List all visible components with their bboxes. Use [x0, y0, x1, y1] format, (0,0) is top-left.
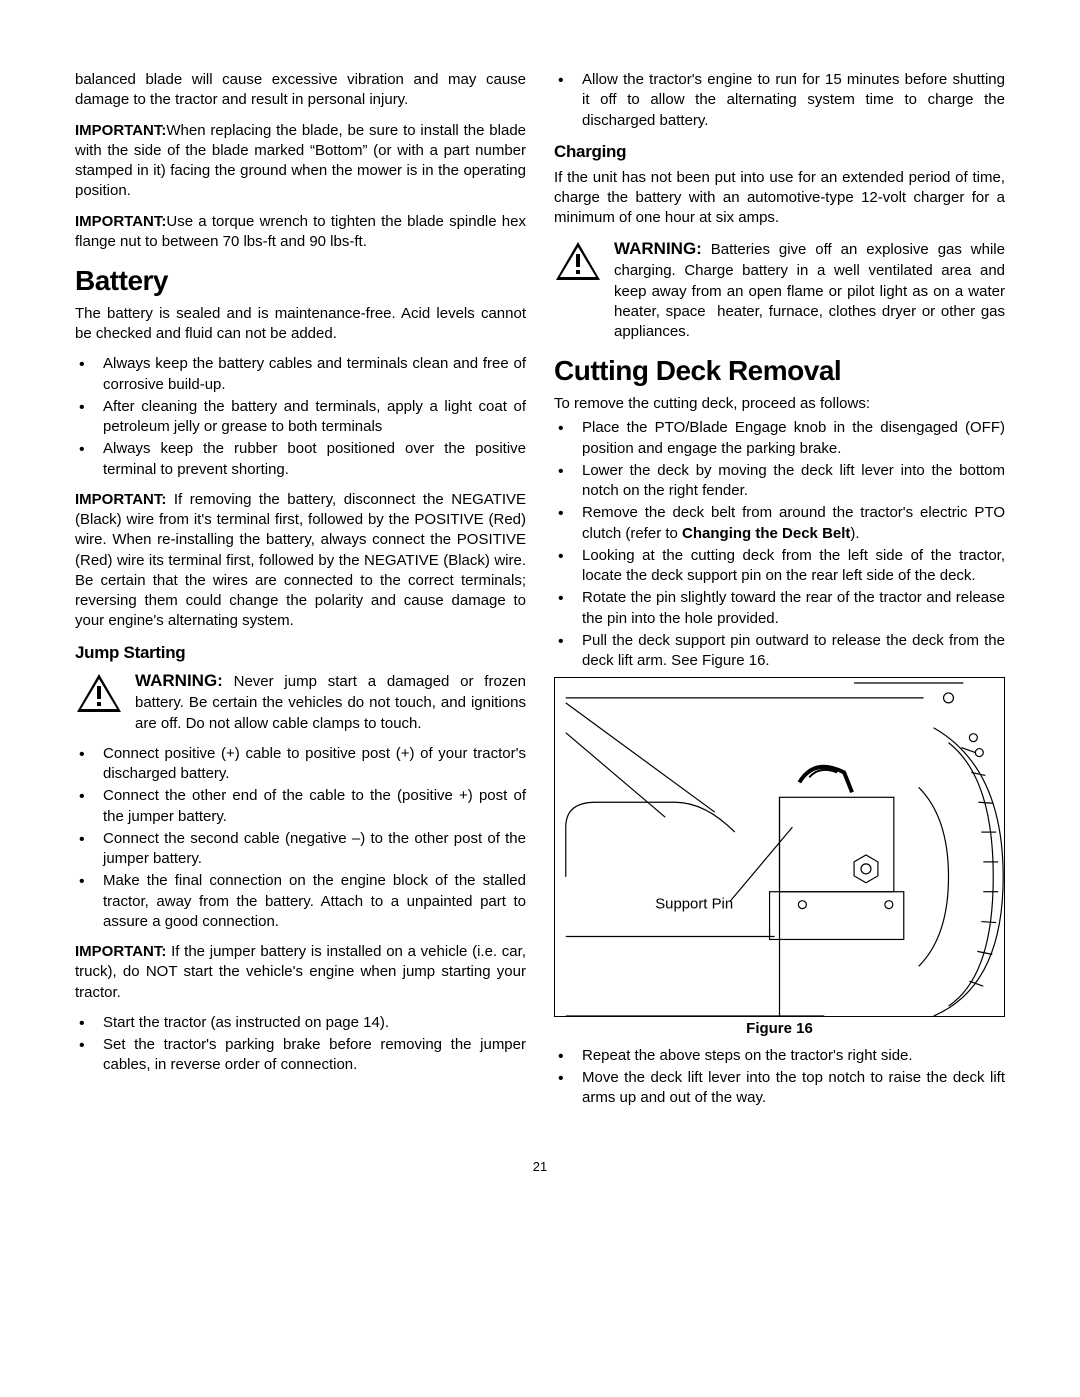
list-item: Start the tractor (as instructed on page…	[103, 1013, 526, 1033]
list-item: Remove the deck belt from around the tra…	[582, 503, 1005, 544]
figure-16-illustration: Support Pin	[555, 678, 1004, 1016]
figure-caption: Figure 16	[554, 1019, 1005, 1039]
deck-intro: To remove the cutting deck, proceed as f…	[554, 394, 1005, 414]
jump-starting-heading: Jump Starting	[75, 642, 526, 665]
list-item: Make the final connection on the engine …	[103, 871, 526, 932]
page-number: 21	[75, 1158, 1005, 1176]
important-text: If removing the battery, disconnect the …	[75, 491, 526, 630]
right-column: Allow the tractor's engine to run for 15…	[554, 70, 1005, 1118]
warning-triangle-icon	[554, 240, 602, 282]
warning-block: WARNING: Never jump start a damaged or f…	[75, 670, 526, 733]
important-note-1: IMPORTANT:When replacing the blade, be s…	[75, 121, 526, 202]
cutting-deck-heading: Cutting Deck Removal	[554, 352, 1005, 390]
top-bullet-list: Allow the tractor's engine to run for 15…	[554, 70, 1005, 131]
figure-label-text: Support Pin	[655, 897, 733, 913]
warning-label: WARNING:	[614, 239, 702, 258]
important-note-3: IMPORTANT: If removing the battery, disc…	[75, 490, 526, 632]
important-label: IMPORTANT:	[75, 122, 166, 139]
list-item: Lower the deck by moving the deck lift l…	[582, 461, 1005, 502]
battery-intro: The battery is sealed and is maintenance…	[75, 304, 526, 345]
list-item: Connect positive (+) cable to positive p…	[103, 744, 526, 785]
warning-label: WARNING:	[135, 671, 223, 690]
battery-heading: Battery	[75, 262, 526, 300]
list-item: Looking at the cutting deck from the lef…	[582, 546, 1005, 587]
belt-text-bold: Changing the Deck Belt	[682, 525, 850, 542]
warning-triangle-icon	[75, 672, 123, 714]
list-item: Connect the other end of the cable to th…	[103, 786, 526, 827]
list-item: Always keep the battery cables and termi…	[103, 354, 526, 395]
deck-post-bullet-list: Repeat the above steps on the tractor's …	[554, 1046, 1005, 1109]
list-item: After cleaning the battery and terminals…	[103, 397, 526, 438]
important-label: IMPORTANT:	[75, 943, 166, 960]
important-note-2: IMPORTANT:Use a torque wrench to tighten…	[75, 212, 526, 253]
list-item: Allow the tractor's engine to run for 15…	[582, 70, 1005, 131]
list-item: Place the PTO/Blade Engage knob in the d…	[582, 418, 1005, 459]
list-item: Always keep the rubber boot positioned o…	[103, 439, 526, 480]
list-item: Set the tractor's parking brake before r…	[103, 1035, 526, 1076]
list-item: Pull the deck support pin outward to rel…	[582, 631, 1005, 672]
important-label: IMPORTANT:	[75, 213, 166, 230]
intro-paragraph: balanced blade will cause excessive vibr…	[75, 70, 526, 111]
list-item: Repeat the above steps on the tractor's …	[582, 1046, 1005, 1066]
warning-block: WARNING: Batteries give off an explosive…	[554, 238, 1005, 342]
list-item: Rotate the pin slightly toward the rear …	[582, 588, 1005, 629]
belt-text-post: ).	[850, 525, 859, 542]
list-item: Move the deck lift lever into the top no…	[582, 1068, 1005, 1109]
charging-intro: If the unit has not been put into use fo…	[554, 168, 1005, 229]
figure-16-box: Support Pin	[554, 677, 1005, 1017]
important-label: IMPORTANT:	[75, 491, 166, 508]
charging-heading: Charging	[554, 141, 1005, 164]
jump-bullet-list: Connect positive (+) cable to positive p…	[75, 744, 526, 932]
list-item: Connect the second cable (negative –) to…	[103, 829, 526, 870]
left-column: balanced blade will cause excessive vibr…	[75, 70, 526, 1118]
important-note-4: IMPORTANT: If the jumper battery is inst…	[75, 942, 526, 1003]
battery-bullet-list: Always keep the battery cables and termi…	[75, 354, 526, 480]
deck-bullet-list: Place the PTO/Blade Engage knob in the d…	[554, 418, 1005, 671]
post-jump-bullet-list: Start the tractor (as instructed on page…	[75, 1013, 526, 1076]
